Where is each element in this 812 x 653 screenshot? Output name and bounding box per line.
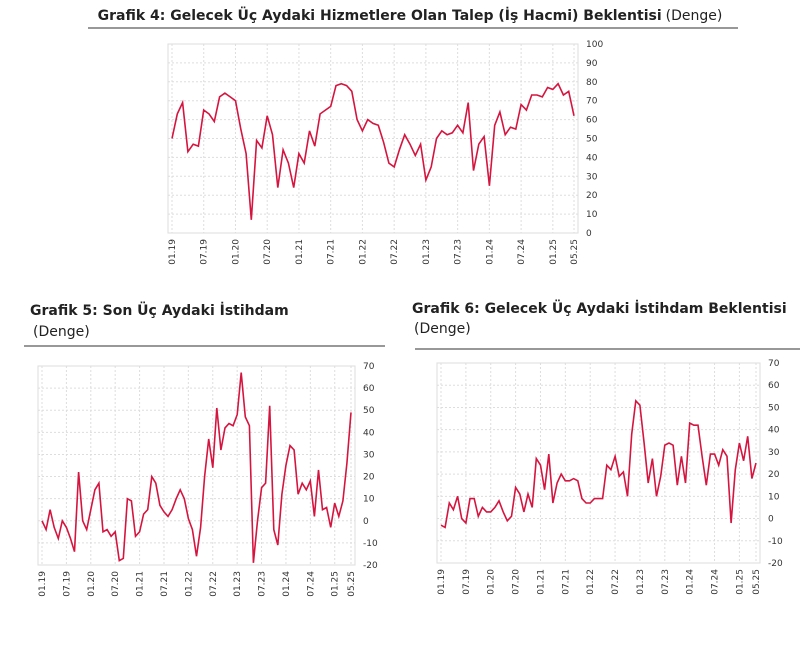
y-tick-label: -10 [363,539,378,549]
chart-subtitle: (Denge) [33,324,90,340]
x-tick-label: 01.20 [231,239,241,265]
y-tick-label: 40 [768,426,780,436]
y-tick-label: 30 [768,448,780,458]
x-tick-label: 01.19 [38,571,48,597]
x-tick-label: 07.20 [111,571,121,597]
x-tick-label: 01.24 [282,571,292,597]
y-tick-label: 20 [363,473,375,483]
x-tick-label: 01.21 [536,569,546,595]
x-tick-label: 07.23 [258,571,268,597]
x-tick-label: 07.24 [306,571,316,597]
chart-title: Grafik 5: Son Üç Aydaki İstihdam [30,301,289,319]
y-tick-label: 100 [586,40,603,50]
x-tick-label: 01.19 [437,569,447,595]
x-tick-label: 01.20 [487,569,497,595]
x-tick-label: 07.19 [200,239,210,265]
x-tick-label: 07.22 [611,569,621,595]
x-tick-label: 07.23 [661,569,671,595]
x-tick-label: 07.24 [711,569,721,595]
y-tick-label: -10 [768,537,783,547]
x-tick-label: 05.25 [347,571,357,597]
y-tick-label: 10 [363,495,375,505]
x-tick-label: 01.20 [87,571,97,597]
y-tick-label: 30 [363,450,375,460]
y-tick-label: 60 [363,384,375,394]
title-text: Grafik 4: Gelecek Üç Aydaki Hizmetlere O… [98,6,662,24]
y-tick-label: 0 [768,515,774,525]
x-tick-label: 07.22 [209,571,219,597]
y-tick-label: 50 [363,406,375,416]
y-tick-label: 60 [768,381,780,391]
chart-subtitle: (Denge) [414,321,471,337]
x-tick-label: 01.25 [331,571,341,597]
x-tick-label: 01.25 [735,569,745,595]
x-tick-label: 07.21 [327,239,337,265]
x-tick-label: 01.21 [295,239,305,265]
y-tick-label: 80 [586,78,598,88]
y-tick-label: 90 [586,59,598,69]
x-tick-label: 07.21 [561,569,571,595]
x-tick-label: 01.23 [636,569,646,595]
x-tick-label: 07.24 [517,239,527,265]
y-tick-label: 10 [586,210,598,220]
y-tick-label: 40 [363,428,375,438]
y-tick-label: -20 [768,559,783,569]
chart-title: Grafik 4: Gelecek Üç Aydaki Hizmetlere O… [98,6,723,24]
x-tick-label: 01.19 [168,239,178,265]
x-tick-label: 05.25 [752,569,762,595]
data-line [440,398,757,529]
x-tick-label: 07.23 [454,239,464,265]
plot-area [436,362,761,564]
y-tick-label: 20 [586,191,598,201]
x-tick-label: 05.25 [570,239,580,265]
chart-title: Grafik 6: Gelecek Üç Aydaki İstihdam Bek… [412,299,787,317]
x-tick-label: 01.23 [422,239,432,265]
y-tick-label: 50 [768,403,780,413]
x-tick-label: 01.24 [686,569,696,595]
x-tick-label: 01.22 [184,571,194,597]
y-tick-label: 20 [768,470,780,480]
x-tick-label: 01.24 [485,239,495,265]
subtitle-text: (Denge) [666,8,723,24]
x-tick-label: 07.20 [512,569,522,595]
x-tick-label: 07.20 [263,239,273,265]
y-tick-label: 70 [363,362,375,372]
x-tick-label: 01.21 [136,571,146,597]
y-tick-label: 10 [768,492,780,502]
x-tick-label: 01.22 [586,569,596,595]
y-tick-label: -20 [363,561,378,571]
plot-area [37,365,356,566]
y-tick-label: 40 [586,153,598,163]
y-tick-label: 0 [363,517,369,527]
x-tick-label: 07.19 [462,569,472,595]
x-tick-label: 01.25 [549,239,559,265]
x-tick-label: 07.21 [160,571,170,597]
data-line [41,372,352,563]
data-line [171,82,575,220]
y-tick-label: 70 [768,359,780,369]
y-tick-label: 0 [586,229,592,239]
x-tick-label: 01.23 [233,571,243,597]
y-tick-label: 60 [586,116,598,126]
y-tick-label: 50 [586,135,598,145]
x-tick-label: 07.19 [62,571,72,597]
y-tick-label: 30 [586,172,598,182]
x-tick-label: 01.22 [358,239,368,265]
y-tick-label: 70 [586,97,598,107]
x-tick-label: 07.22 [390,239,400,265]
